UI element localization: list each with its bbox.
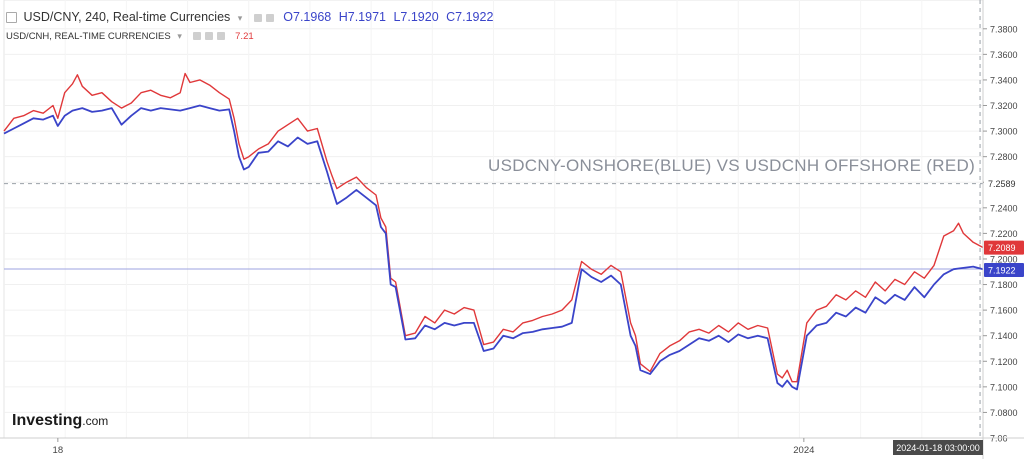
open-value: O7.1968 — [283, 10, 332, 24]
y-tick-label: 7.1600 — [990, 306, 1018, 316]
series-usdcny-line — [3, 104, 984, 391]
blue-price-tag: 7.1922 — [988, 265, 1016, 275]
chevron-down-icon[interactable]: ▾ — [237, 13, 243, 23]
logo-suffix: .com — [82, 414, 109, 428]
collapse-icon[interactable] — [6, 12, 17, 24]
compare-symbol[interactable]: USD/CNH, REAL-TIME CURRENCIES — [6, 31, 171, 42]
grid — [3, 0, 984, 439]
y-tick-label: 7.2000 — [990, 254, 1018, 264]
y-tick-label: 7.2400 — [990, 203, 1018, 213]
y-tick-label: 7.3000 — [990, 127, 1018, 137]
crosshair — [4, 0, 983, 438]
chevron-down-icon[interactable]: ▾ — [177, 31, 182, 41]
chart-annotation: USDCNY-ONSHORE(BLUE) VS USDCNH OFFSHORE … — [488, 156, 976, 175]
y-axis[interactable]: 7.38007.36007.34007.32007.30007.28007.26… — [982, 0, 1024, 459]
investing-logo: Investing.com — [12, 412, 108, 430]
crosshair-price-tag-bg — [984, 176, 1024, 191]
red-price-tag: 7.2089 — [988, 243, 1016, 253]
hide-icon[interactable] — [265, 13, 274, 22]
compare-value: 7.21 — [235, 31, 254, 42]
series-layer — [3, 72, 984, 391]
symbol-header: USD/CNY, 240, Real-time Currencies ▾ O7.… — [6, 10, 493, 24]
y-tick-label: 7.1200 — [990, 357, 1018, 367]
high-value: H7.1971 — [338, 10, 386, 24]
settings-icon[interactable] — [192, 32, 201, 41]
symbol-title[interactable]: USD/CNY, 240, Real-time Currencies — [23, 10, 231, 24]
series-usdcnh-line — [3, 72, 984, 383]
crosshair-time-tag: 2024-01-18 03:00:00 — [896, 443, 980, 453]
y-tick-label: 7.3400 — [990, 75, 1018, 85]
y-tick-label: 7.3200 — [990, 101, 1018, 111]
x-axis[interactable]: 18 2024 2024-01-18 03:00:00 — [0, 437, 1024, 456]
hide-icon[interactable] — [204, 32, 213, 41]
x-tick-label: 18 — [53, 445, 64, 456]
time-tag-bg — [893, 440, 983, 455]
y-tick-label: 7.3600 — [990, 50, 1018, 60]
close-value: C7.1922 — [446, 10, 494, 24]
crosshair-price-tag: 7.2589 — [988, 179, 1016, 189]
y-tick-label: 7.1000 — [990, 382, 1018, 392]
y-tick-label: 7.1800 — [990, 280, 1018, 290]
settings-icon[interactable] — [253, 13, 262, 22]
y-tick-label: 7.3800 — [990, 24, 1018, 34]
low-value: L7.1920 — [393, 10, 439, 24]
y-tick-label: 7.1400 — [990, 331, 1018, 341]
logo-text: Investing — [12, 412, 83, 429]
x-tick-label: 2024 — [793, 445, 814, 456]
compare-header: USD/CNH, REAL-TIME CURRENCIES ▾ 7.21 — [6, 31, 254, 42]
red-price-tag-bg — [984, 240, 1024, 255]
blue-price-tag-bg — [984, 262, 1024, 277]
y-tick-label: 7.2200 — [990, 229, 1018, 239]
y-tick-label: 7.0800 — [990, 408, 1018, 418]
y-tick-label: 7.2800 — [990, 152, 1018, 162]
close-icon[interactable] — [216, 32, 225, 41]
